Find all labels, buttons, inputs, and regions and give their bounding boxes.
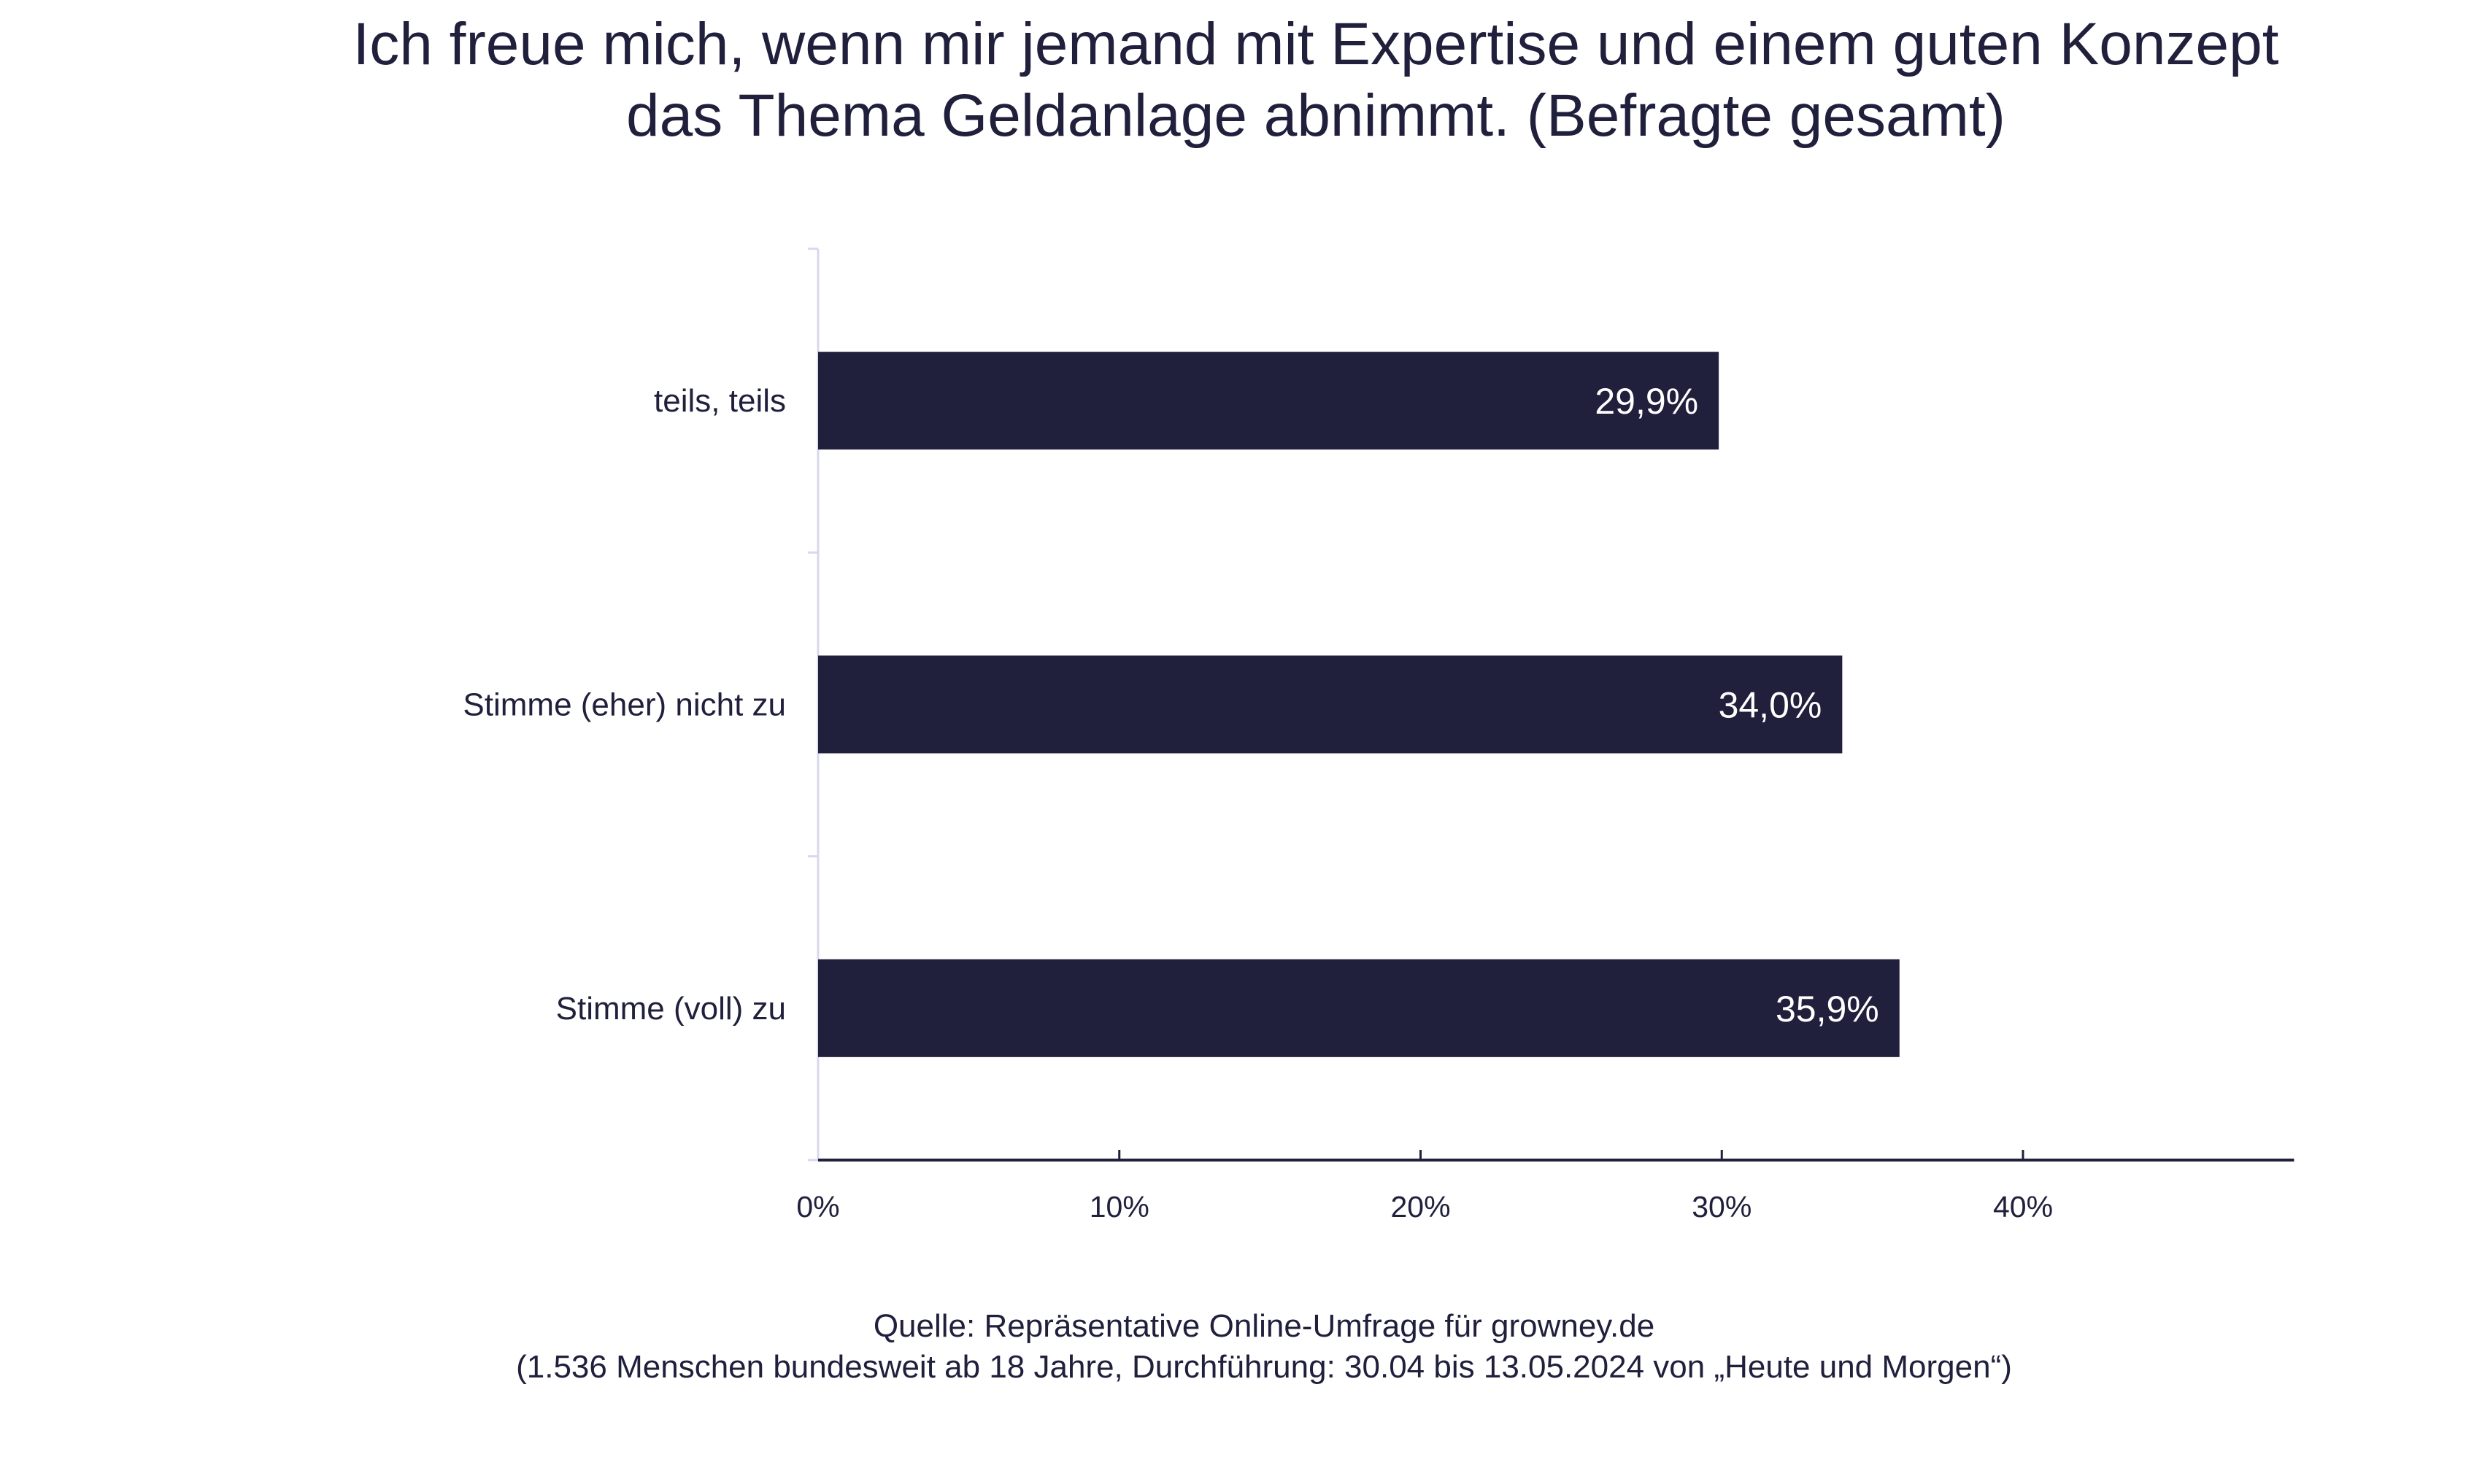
category-label: Stimme (eher) nicht zu xyxy=(463,687,786,723)
bar xyxy=(818,655,1843,754)
plot-area: 0% 10% 20% 30% 40% teils, teils 29,9% Stimme (e… xyxy=(463,247,2294,1224)
x-tick-label: 30% xyxy=(1692,1190,1752,1224)
chart-title-line-2: das Thema Geldanlage abnimmt. (Befragte … xyxy=(626,82,2005,149)
chart-title-line-1: Ich freue mich, wenn mir jemand mit Expe… xyxy=(353,11,2279,77)
x-tick-label: 20% xyxy=(1390,1190,1450,1224)
x-tick-label: 0% xyxy=(796,1190,839,1224)
bar xyxy=(818,352,1719,450)
data-label: 34,0% xyxy=(1719,685,1822,726)
x-tick-label: 10% xyxy=(1090,1190,1149,1224)
x-tick-label: 40% xyxy=(1993,1190,2053,1224)
bar xyxy=(818,959,1900,1057)
source-line-1: Quelle: Repräsentative Online-Umfrage fü… xyxy=(874,1308,1654,1344)
data-label: 35,9% xyxy=(1776,989,1879,1029)
source-line-2: (1.536 Menschen bundesweit ab 18 Jahre, … xyxy=(516,1349,2012,1385)
category-label: teils, teils xyxy=(654,383,786,419)
category-label: Stimme (voll) zu xyxy=(556,991,786,1027)
data-label: 29,9% xyxy=(1595,381,1698,422)
